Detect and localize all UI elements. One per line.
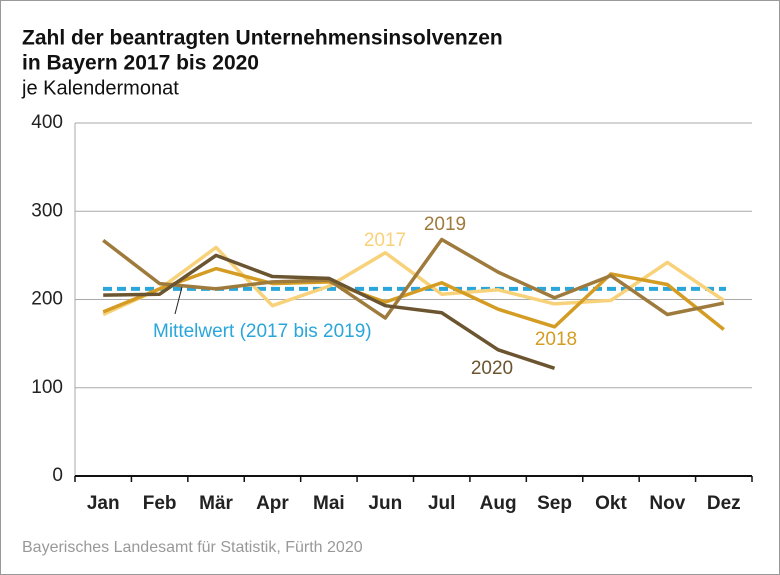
chart-title: in Bayern 2017 bis 2020 xyxy=(22,52,259,75)
series-label: 2020 xyxy=(471,358,513,379)
series-label: 2017 xyxy=(364,230,406,251)
chart-title: Zahl der beantragten Unternehmensinsolve… xyxy=(22,27,503,50)
x-tick-label: Okt xyxy=(595,493,627,514)
x-tick-label: Aug xyxy=(480,493,517,514)
source: Bayerisches Landesamt für Statistik, Für… xyxy=(22,539,363,556)
mean-leader xyxy=(174,286,183,315)
y-tick-label: 100 xyxy=(31,377,63,398)
y-tick-label: 0 xyxy=(52,465,63,486)
x-tick-label: Jul xyxy=(428,493,455,514)
x-tick-label: Jun xyxy=(368,493,402,514)
x-tick-label: Sep xyxy=(537,493,572,514)
series-label: 2019 xyxy=(424,214,466,235)
x-tick-label: Dez xyxy=(707,493,741,514)
series-line xyxy=(103,253,556,370)
y-tick-label: 400 xyxy=(31,112,63,133)
y-tick-label: 200 xyxy=(31,289,63,310)
x-tick-label: Mai xyxy=(313,493,345,514)
series-line xyxy=(102,266,725,331)
series-line xyxy=(102,237,725,320)
x-tick-label: Feb xyxy=(143,493,177,514)
x-tick-label: Apr xyxy=(256,493,289,514)
series-label: 2018 xyxy=(535,329,577,350)
y-tick-label: 300 xyxy=(31,200,63,221)
chart-subtitle: je Kalendermonat xyxy=(21,77,179,99)
mean-label: Mittelwert (2017 bis 2019) xyxy=(153,321,372,342)
series-line xyxy=(102,245,725,317)
x-tick-label: Jan xyxy=(87,493,120,514)
x-tick-label: Nov xyxy=(649,493,685,514)
x-tick-label: Mär xyxy=(199,493,233,514)
